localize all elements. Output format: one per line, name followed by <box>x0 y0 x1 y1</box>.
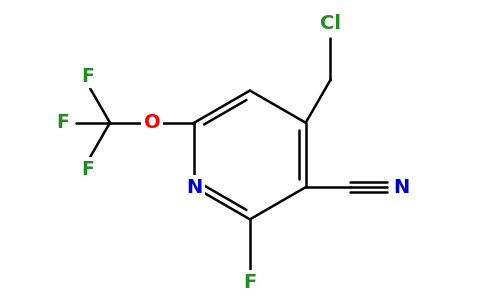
Text: O: O <box>144 113 160 132</box>
Text: F: F <box>243 273 257 292</box>
Text: N: N <box>186 178 202 197</box>
Text: F: F <box>81 160 94 179</box>
Text: F: F <box>81 67 94 85</box>
Text: F: F <box>56 113 69 132</box>
Text: Cl: Cl <box>320 14 341 33</box>
Text: N: N <box>393 178 409 197</box>
